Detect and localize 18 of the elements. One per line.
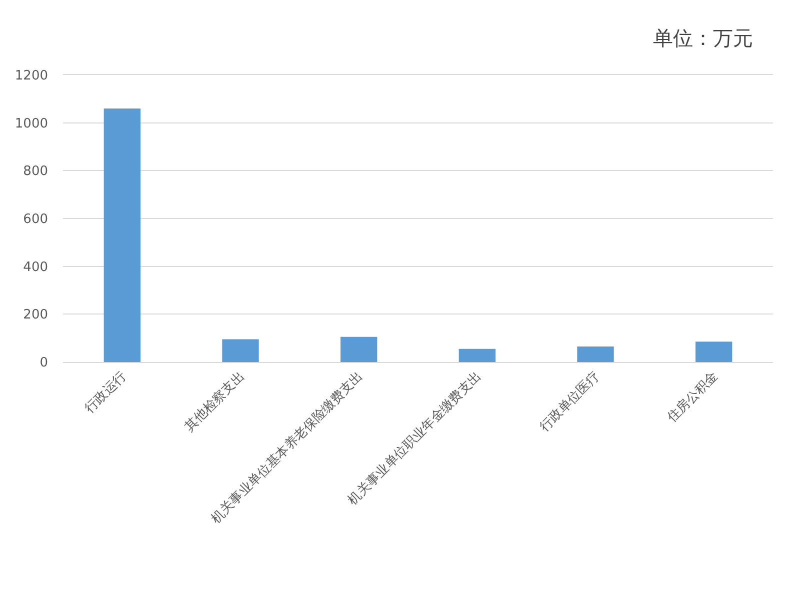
bar [222, 339, 259, 362]
x-tick-label: 行政单位医疗 [537, 368, 603, 435]
bar [458, 348, 496, 362]
bar [577, 346, 614, 362]
text: 单位：万元 [653, 26, 753, 50]
y-tick-label: 800 [23, 164, 48, 180]
x-tick-label: 住房公积金 [663, 368, 722, 426]
y-tick-label: 0 [40, 356, 48, 371]
y-tick-label: 600 [23, 212, 48, 228]
y-tick-label: 400 [23, 260, 48, 275]
x-tick-label: 行政运行 [82, 368, 130, 416]
y-tick-label: 1000 [14, 116, 48, 132]
y-tick-label: 1200 [14, 68, 48, 84]
bar [695, 342, 732, 362]
x-tick-label: 其他检察支出 [181, 368, 248, 435]
bar [340, 336, 378, 362]
bar [104, 108, 141, 362]
y-tick-label: 200 [23, 308, 48, 323]
